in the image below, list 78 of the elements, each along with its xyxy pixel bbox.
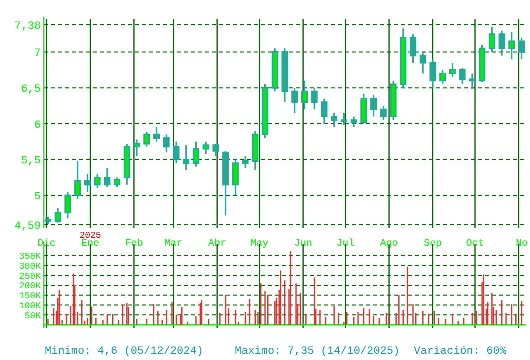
candlestick: [380, 105, 387, 122]
candlestick: [400, 28, 407, 89]
candlestick: [212, 143, 220, 157]
x-tick-label: Sep: [424, 239, 442, 250]
x-tick-label: No: [516, 239, 528, 250]
candlestick: [192, 141, 200, 168]
candlestick: [301, 80, 308, 110]
candlestick: [232, 159, 239, 196]
candlestick: [272, 48, 278, 92]
x-tick-label: Jul: [336, 238, 355, 250]
candlestick: [508, 31, 516, 60]
y-tick-label: 50K: [24, 311, 42, 322]
candlestick: [488, 26, 496, 53]
candlestick: [430, 58, 436, 89]
candlestick: [183, 144, 190, 172]
candlestick: [104, 168, 111, 188]
candlestick: [459, 67, 466, 86]
candlestick: [173, 141, 180, 164]
candlestick: [84, 173, 91, 193]
candlestick: [370, 94, 378, 118]
candlestick: [144, 132, 150, 148]
candlestick: [222, 150, 230, 216]
x-tick-label: Oct: [466, 239, 484, 250]
candlestick: [292, 87, 298, 114]
y-tick-label: 6: [34, 120, 41, 132]
candlestick: [94, 173, 101, 190]
candlestick: [440, 69, 446, 86]
x-tick-label: Ene: [82, 239, 100, 250]
candlestick: [340, 112, 348, 126]
x-tick-label: Mar: [164, 239, 183, 250]
candlestick: [202, 141, 210, 155]
candlestick: [154, 126, 160, 143]
candlestick: [252, 130, 259, 172]
y-tick-label: 4,59: [14, 220, 41, 233]
candlestick: [54, 208, 62, 224]
text: Variación: 60%: [414, 346, 507, 358]
x-tick-label: Abr: [208, 238, 226, 250]
y-tick-label: 5,5: [21, 156, 41, 168]
y-tick-label: 250K: [19, 272, 42, 282]
y-tick-label: 7,38: [14, 20, 41, 33]
x-tick-label: Feb: [125, 238, 144, 250]
candlestick: [350, 116, 358, 128]
y-tick-label: 350K: [19, 252, 42, 262]
candlestick: [242, 155, 249, 170]
text: Maximo: 7,35 (14/10/2025): [235, 346, 400, 358]
candlestick: [282, 48, 288, 104]
x-tick-label: Jun: [294, 239, 312, 250]
y-tick-label: 5: [34, 191, 41, 204]
candlestick: [518, 37, 526, 60]
candlestick: [390, 80, 397, 122]
candlestick: [449, 62, 456, 78]
candlestick: [331, 112, 338, 128]
candlestick: [74, 160, 82, 200]
candlestick: [498, 30, 506, 57]
x-tick-label: May: [250, 239, 269, 250]
text: 2025: [80, 231, 102, 241]
text: Minimo: 4,6 (05/12/2024): [45, 346, 204, 358]
y-tick-label: 300K: [19, 262, 42, 272]
y-tick-label: 7: [34, 48, 41, 60]
candlestick: [262, 84, 269, 140]
candlestick: [311, 87, 318, 110]
candlestick: [410, 34, 416, 64]
candlestick: [134, 138, 140, 157]
candlestick: [479, 44, 486, 84]
candlestick: [114, 176, 121, 188]
candlestick: [124, 143, 130, 186]
candlestick: [163, 134, 170, 154]
candlestick: [360, 93, 368, 125]
x-tick-label: Ago: [380, 239, 398, 250]
y-tick-label: 100K: [19, 301, 42, 312]
y-tick-label: 150K: [19, 292, 42, 302]
y-tick-label: 200K: [19, 282, 42, 292]
candlestick: [420, 51, 426, 74]
y-tick-label: 6,5: [21, 84, 41, 96]
candlestick: [469, 72, 476, 90]
candlestick: [64, 191, 72, 220]
candlestick: [44, 216, 52, 226]
candlestick: [321, 98, 328, 125]
